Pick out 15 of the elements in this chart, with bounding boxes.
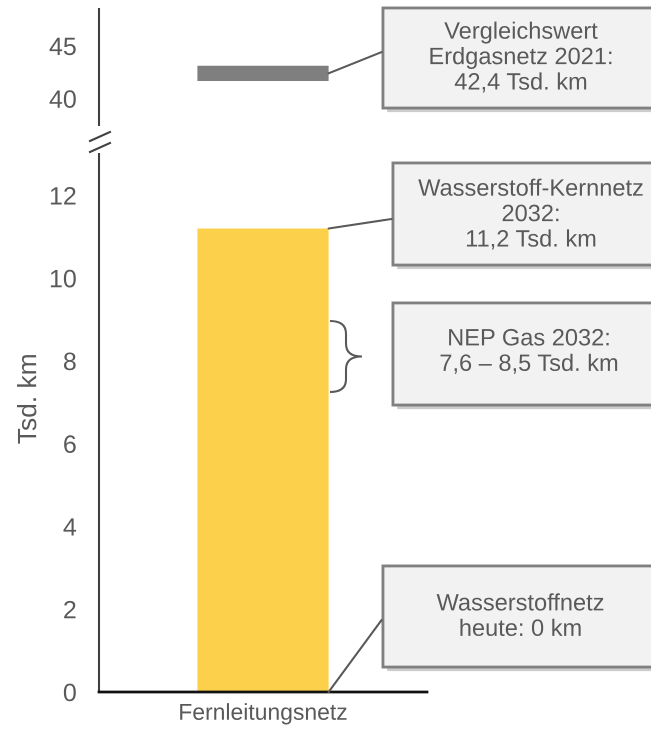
y-tick-label: 4 [63, 518, 76, 536]
ref-line-label: Vergleichswert Erdgasnetz 2021: 42,4 Tsd. km [430, 22, 612, 93]
y-tick-label: 0 [64, 684, 76, 702]
y-axis-title: Tsd. km [17, 355, 36, 444]
text: Wasserstoff-Kernnetz 2032: 11,2 Tsd. km [418, 178, 643, 250]
y-tick-label: 12 [50, 186, 76, 204]
y-tick-label: 8 [64, 352, 76, 370]
x-tick-label: Fernleitungsnetz [180, 703, 347, 724]
y-tick-label: 40 [50, 90, 76, 108]
y-tick-label: 10 [50, 270, 76, 288]
y-tick-label: 45 [50, 38, 76, 56]
text: Wasserstoffnetz heute: 0 km [436, 593, 604, 636]
y-tick-label: 6 [64, 435, 76, 453]
text: NEP Gas 2032: 7,6 – 8,5 Tsd. km [440, 328, 618, 374]
y-tick-label: 2 [64, 600, 76, 618]
